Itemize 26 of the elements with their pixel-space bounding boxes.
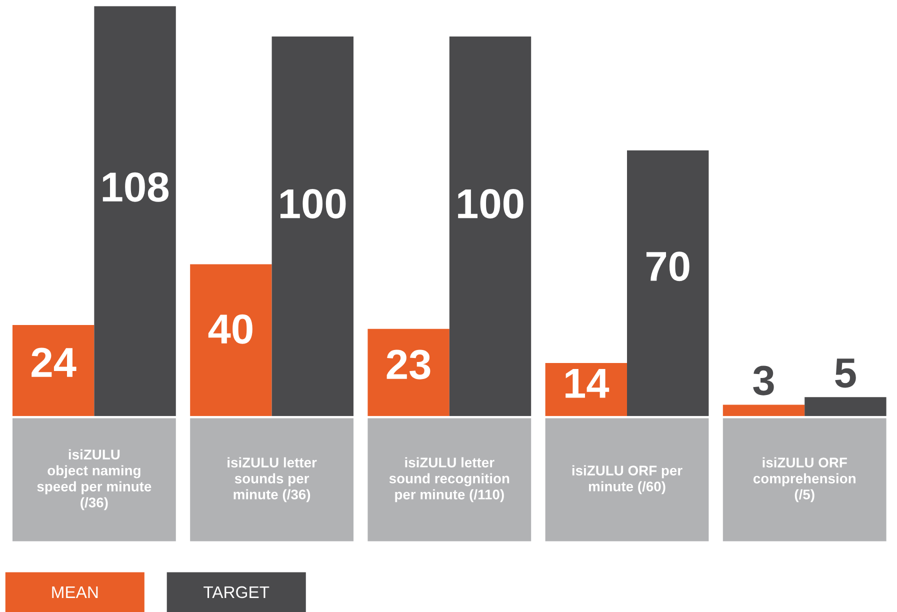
data-label: 70	[646, 252, 690, 282]
data-label: 100	[458, 189, 524, 219]
x-tick-label: isiZULU ORF per minute (/60)	[572, 465, 682, 494]
text: MEAN	[52, 586, 98, 598]
data-label: 3	[753, 366, 774, 396]
bar	[272, 36, 354, 416]
bar	[722, 404, 805, 416]
bar	[804, 397, 886, 416]
bar	[627, 150, 709, 416]
x-tick-label: isiZULU letter sounds per minute (/36)	[228, 457, 317, 502]
bar	[449, 36, 532, 416]
data-label: 40	[208, 314, 252, 344]
data-label: 108	[102, 172, 169, 202]
bar	[12, 325, 94, 416]
bar	[94, 6, 176, 416]
x-tick-label: isiZULU ORF comprehension (/5)	[753, 457, 856, 502]
x-tick-label: isiZULU letter sound recognition per minute (/110)	[389, 457, 510, 502]
data-label: 100	[280, 189, 346, 219]
text: TARGET	[204, 586, 270, 598]
data-label: 24	[32, 348, 76, 377]
data-label: 14	[566, 369, 610, 398]
data-label: 23	[386, 350, 430, 380]
data-label: 5	[835, 358, 856, 388]
bar	[190, 264, 272, 416]
x-tick-label: isiZULU object naming speed per minute (/36)	[37, 449, 152, 510]
bar	[368, 328, 450, 416]
